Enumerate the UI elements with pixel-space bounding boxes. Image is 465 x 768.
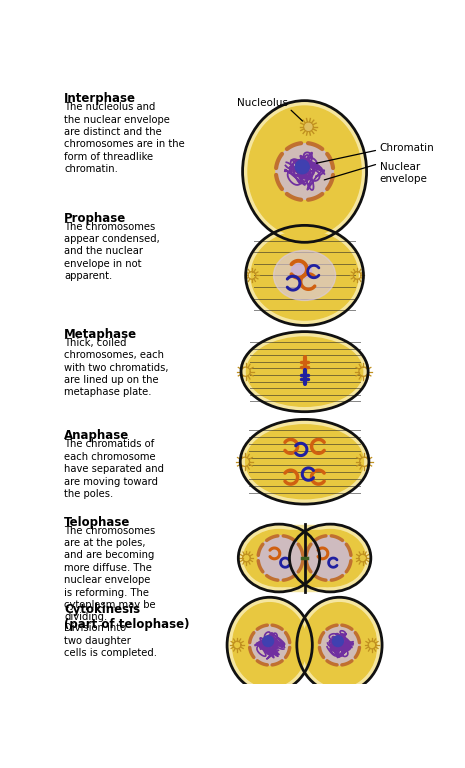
Text: The chromatids of
each chromosome
have separated and
are moving toward
the poles: The chromatids of each chromosome have s… xyxy=(64,439,164,499)
Ellipse shape xyxy=(240,419,369,504)
Ellipse shape xyxy=(302,603,377,687)
Text: Interphase: Interphase xyxy=(64,92,136,105)
Text: The chromosomes
are at the poles,
and are becoming
more diffuse. The
nuclear env: The chromosomes are at the poles, and ar… xyxy=(64,525,156,623)
Text: Telophase: Telophase xyxy=(64,515,131,528)
Text: Thick, coiled
chromosomes, each
with two chromatids,
are lined up on the
metapha: Thick, coiled chromosomes, each with two… xyxy=(64,338,169,397)
Text: Nucleolus: Nucleolus xyxy=(237,98,287,108)
Text: Cytokinesis
(part of telophase): Cytokinesis (part of telophase) xyxy=(64,603,190,631)
Ellipse shape xyxy=(306,536,351,581)
Bar xyxy=(279,525,330,591)
Text: Anaphase: Anaphase xyxy=(64,429,130,442)
Ellipse shape xyxy=(244,529,314,587)
Ellipse shape xyxy=(292,263,312,279)
Ellipse shape xyxy=(263,636,273,647)
Ellipse shape xyxy=(246,425,364,498)
Bar xyxy=(281,530,328,586)
Ellipse shape xyxy=(276,144,333,199)
Ellipse shape xyxy=(305,124,312,131)
Ellipse shape xyxy=(239,524,320,592)
Ellipse shape xyxy=(250,625,290,665)
Ellipse shape xyxy=(246,225,364,326)
Ellipse shape xyxy=(227,598,312,693)
Ellipse shape xyxy=(248,106,361,237)
Ellipse shape xyxy=(241,332,368,412)
Ellipse shape xyxy=(258,536,303,581)
Text: Metaphase: Metaphase xyxy=(64,328,138,341)
Ellipse shape xyxy=(232,603,307,687)
Text: Chromatin: Chromatin xyxy=(380,144,434,154)
Text: Nuclear
envelope: Nuclear envelope xyxy=(380,162,428,184)
Ellipse shape xyxy=(243,101,366,243)
Ellipse shape xyxy=(251,230,358,320)
Ellipse shape xyxy=(273,250,336,300)
Ellipse shape xyxy=(319,625,359,665)
Text: Prophase: Prophase xyxy=(64,211,126,224)
Ellipse shape xyxy=(295,529,365,587)
Ellipse shape xyxy=(289,524,371,592)
Text: Division into
two daughter
cells is completed.: Division into two daughter cells is comp… xyxy=(64,624,157,658)
Ellipse shape xyxy=(332,636,343,647)
Text: The nucleolus and
the nuclear envelope
are distinct and the
chromosomes are in t: The nucleolus and the nuclear envelope a… xyxy=(64,102,185,174)
Ellipse shape xyxy=(297,598,382,693)
Ellipse shape xyxy=(295,160,309,174)
Text: The chromosomes
appear condensed,
and the nuclear
envelope in not
apparent.: The chromosomes appear condensed, and th… xyxy=(64,221,160,281)
Ellipse shape xyxy=(246,337,363,406)
